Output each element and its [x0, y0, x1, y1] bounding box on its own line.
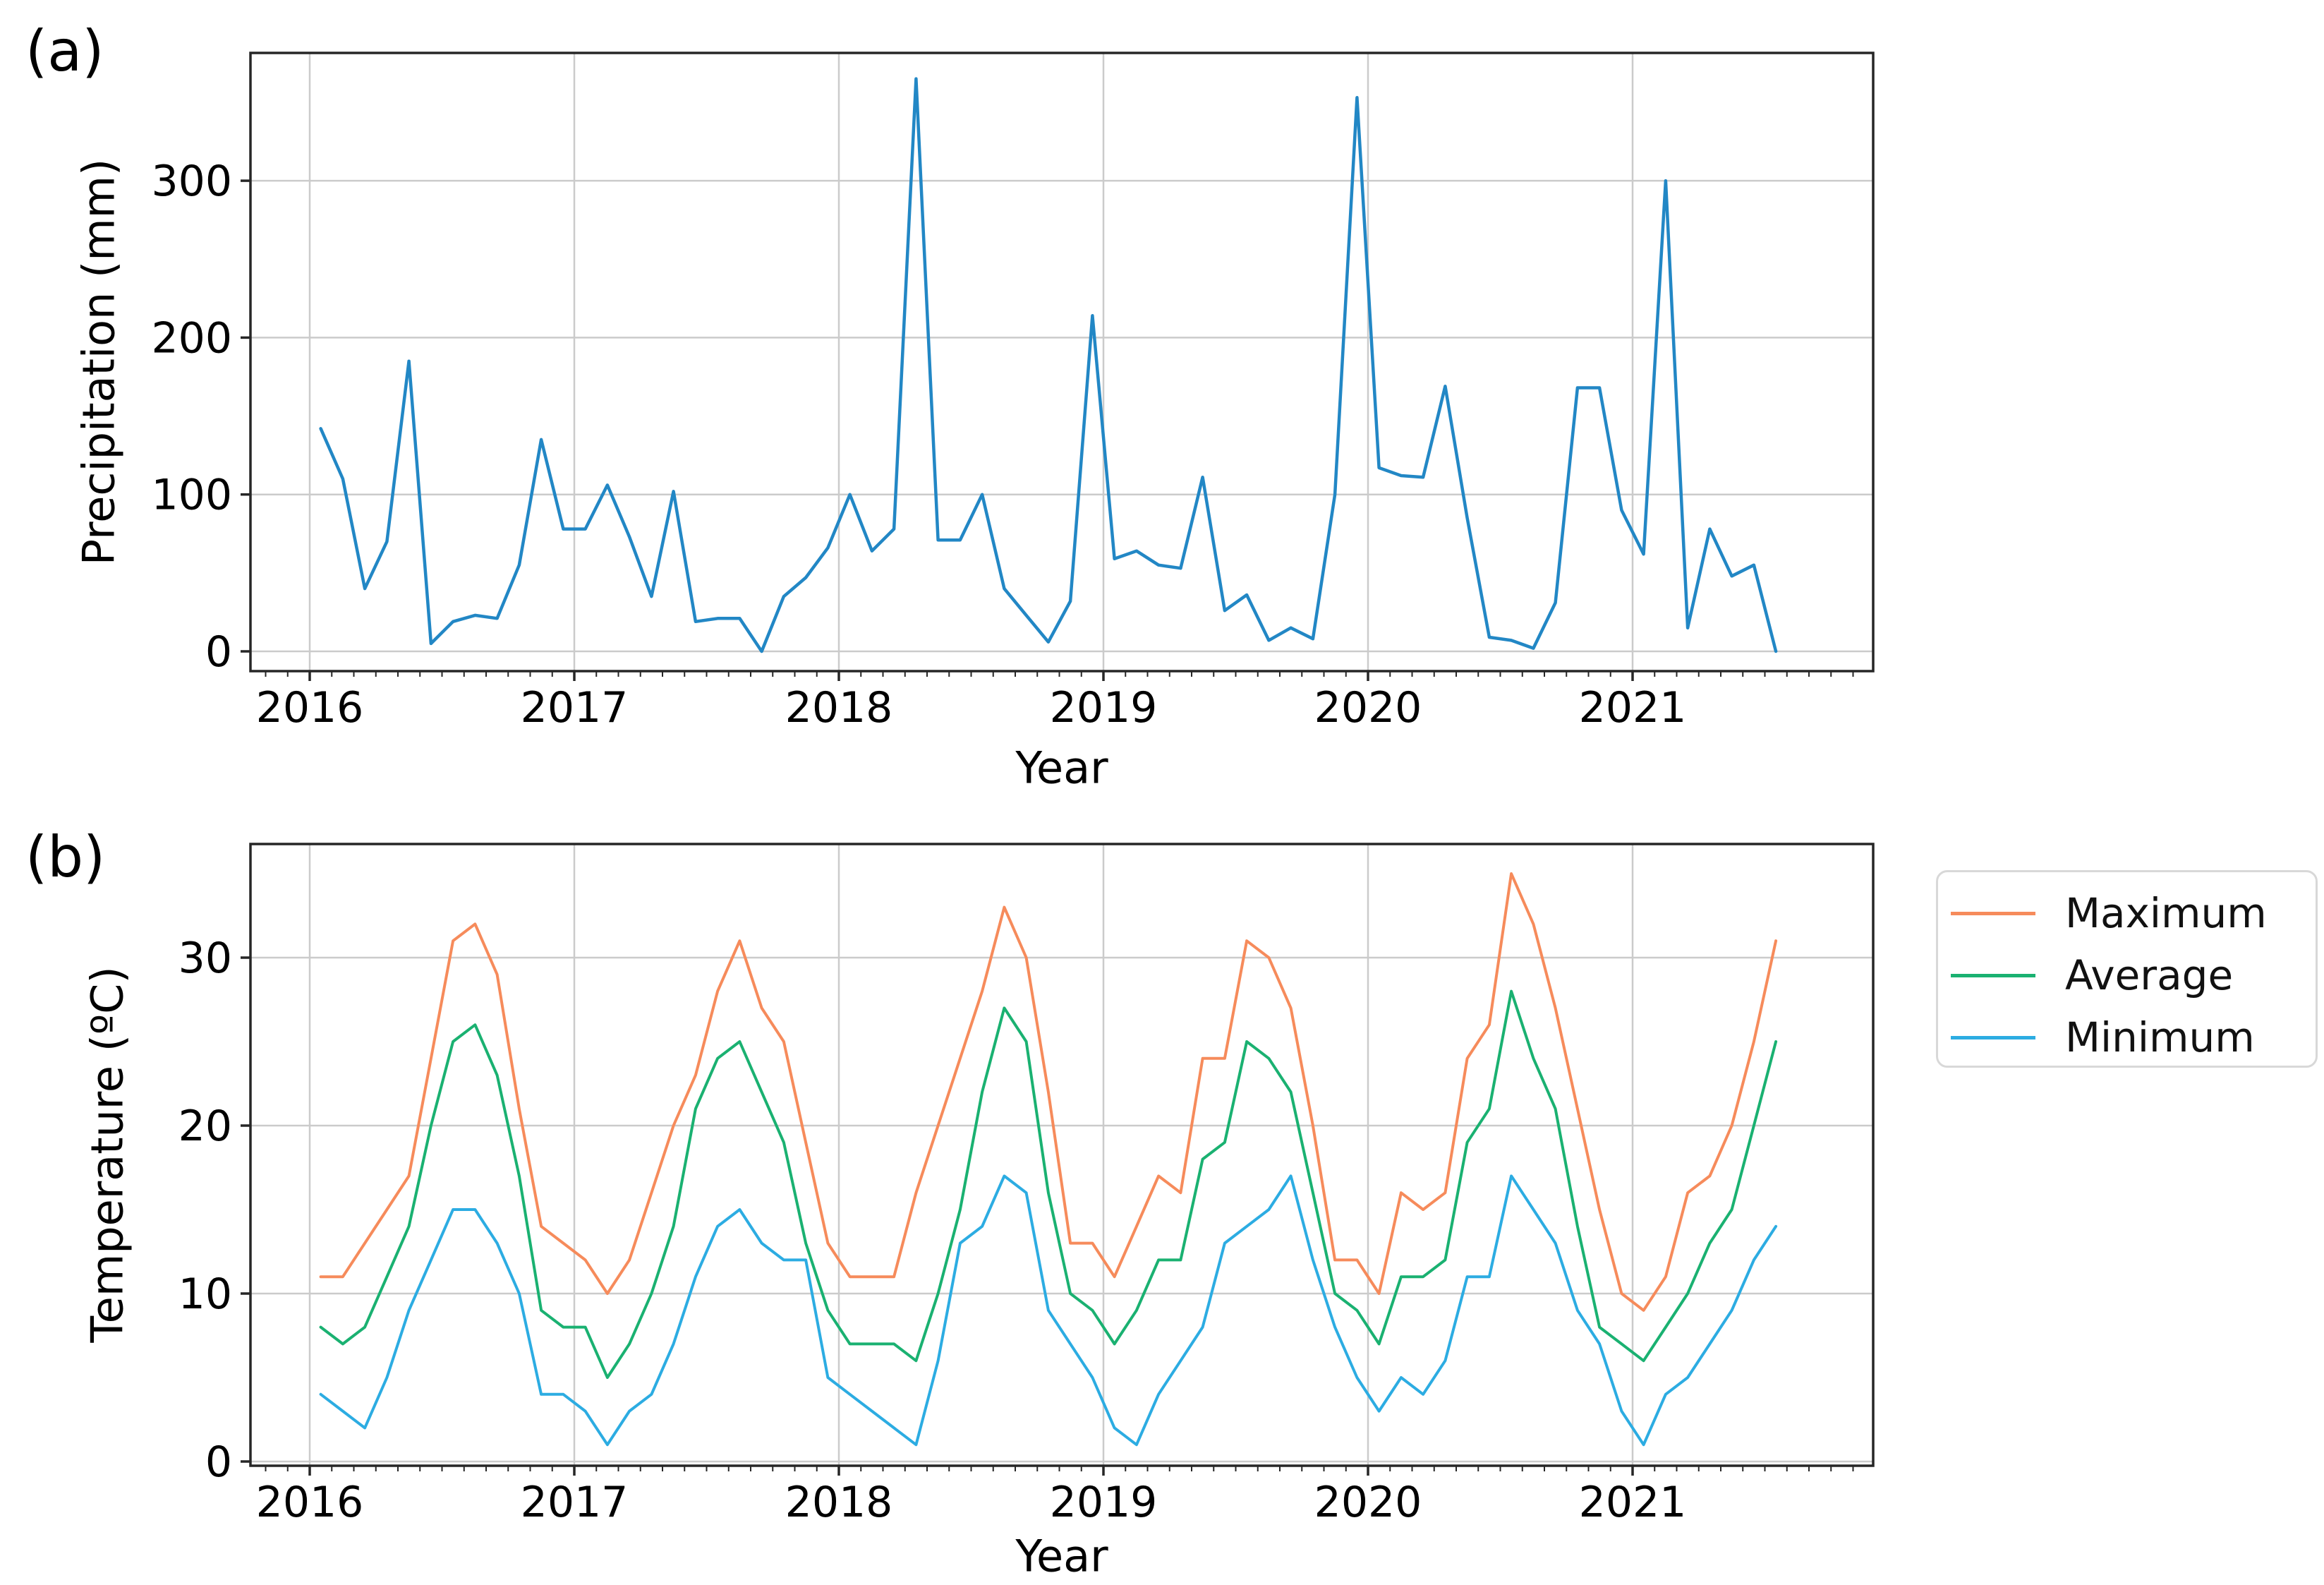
x-tick-label: 2019: [1050, 683, 1158, 733]
y-tick-label: 0: [205, 627, 232, 677]
x-tick-label: 2017: [521, 683, 629, 733]
precipitation-line: [319, 77, 1778, 653]
plot-border: [249, 52, 1875, 673]
x-tick-label: 2020: [1314, 1478, 1422, 1527]
legend-row-average: Average: [1951, 944, 2316, 1006]
y-tick-label: 20: [178, 1102, 232, 1151]
y-tick-label: 10: [178, 1270, 232, 1319]
maximum-line: [319, 872, 1778, 1312]
legend-label-maximum: Maximum: [2065, 889, 2267, 937]
x-tick-label: 2020: [1314, 683, 1422, 733]
temperature-x-axis-title: Year: [1015, 1530, 1108, 1582]
x-tick-label: 2019: [1050, 1478, 1158, 1527]
maximum-line-swatch: [1951, 911, 2035, 915]
y-tick-label: 200: [151, 313, 232, 363]
temperature-legend: Maximum Average Minimum: [1936, 870, 2318, 1068]
y-tick-label: 0: [205, 1438, 232, 1487]
precipitation-x-axis-title: Year: [1015, 742, 1108, 794]
x-tick-label: 2016: [256, 683, 364, 733]
x-tick-label: 2021: [1579, 1478, 1687, 1527]
y-tick-label: 300: [151, 157, 232, 206]
x-tick-label: 2017: [521, 1478, 629, 1527]
average-line: [319, 989, 1778, 1379]
legend-label-average: Average: [2065, 951, 2234, 999]
average-line-swatch: [1951, 973, 2035, 977]
y-tick-label: 30: [178, 934, 232, 983]
x-tick-label: 2018: [785, 683, 893, 733]
legend-row-minimum: Minimum: [1951, 1006, 2316, 1068]
minimum-line: [319, 1174, 1778, 1447]
legend-label-minimum: Minimum: [2065, 1013, 2255, 1061]
y-tick-label: 100: [151, 471, 232, 520]
panel-a-label: (a): [25, 18, 104, 84]
minimum-line-swatch: [1951, 1035, 2035, 1039]
x-tick-label: 2021: [1579, 683, 1687, 733]
x-tick-label: 2016: [256, 1478, 364, 1527]
x-tick-label: 2018: [785, 1478, 893, 1527]
plot-border: [249, 843, 1875, 1467]
temperature-panel: 2016 2017 2018 2019 2020 2021 0 10 20 30: [178, 843, 1875, 1527]
panel-b-label: (b): [25, 824, 106, 890]
legend-row-maximum: Maximum: [1951, 882, 2316, 944]
precipitation-panel: 2016 2017 2018 2019 2020 2021 0 100 200 300: [151, 52, 1875, 733]
